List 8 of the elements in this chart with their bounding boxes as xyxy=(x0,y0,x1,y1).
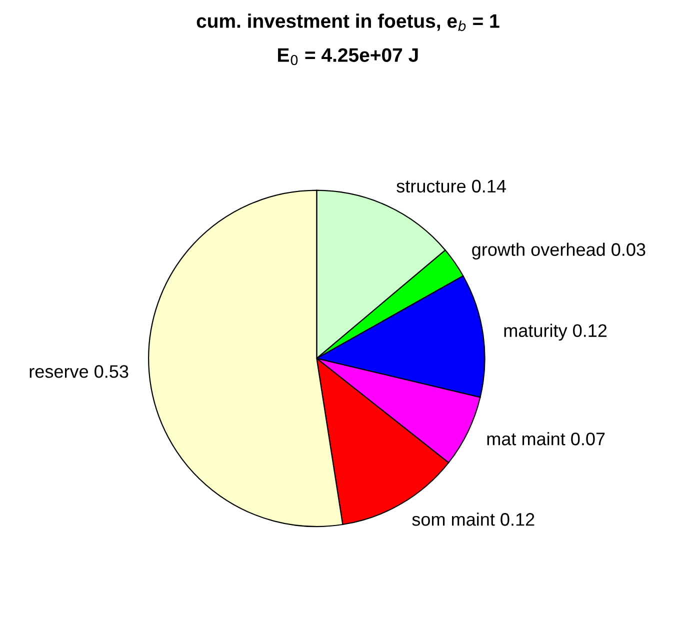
slice-label: reserve 0.53 xyxy=(30,365,128,378)
slice-label: structure 0.14 xyxy=(396,180,506,193)
slice-label: maturity 0.12 xyxy=(504,324,607,341)
slice-label: som maint 0.12 xyxy=(412,512,534,526)
chart-subtitle: E$_{0}$ = 4.25e+07 J xyxy=(278,48,418,66)
slice-label: mat maint 0.07 xyxy=(487,432,605,446)
slice-label: growth overhead 0.03 xyxy=(472,242,646,260)
chart-title: cum. investment in foetus, e$_{b}$ = 1 xyxy=(196,14,500,32)
